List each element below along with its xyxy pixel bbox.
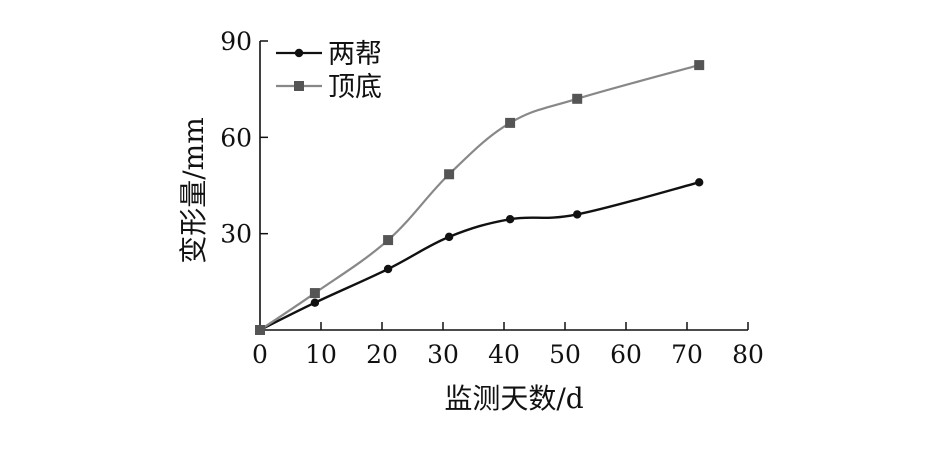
data-point [573,210,582,219]
y-tick-label: 60 [220,123,252,152]
x-tick-label: 70 [671,340,703,369]
x-tick-label: 50 [549,340,581,369]
series-line [259,64,700,331]
legend-marker [294,81,304,91]
data-point [310,298,320,307]
data-point [505,215,515,224]
axes: 0 10 20 30 40 50 60 70 80 30 60 90 [220,27,764,369]
data-point [383,235,394,246]
legend-item: 顶底 [276,72,382,103]
x-tick-label: 0 [252,340,268,369]
data-point [255,325,265,335]
data-point [444,232,454,242]
data-point [309,288,320,299]
x-tick-label: 20 [366,340,398,369]
data-point [383,264,393,274]
legend-item: 两帮 [276,39,382,70]
y-axis-title: 变形量/mm [177,117,210,264]
series-layer [255,60,705,335]
x-tick-label: 80 [732,340,764,369]
x-axis-title: 监测天数/d [444,382,583,415]
legend-label: 顶底 [328,72,382,103]
x-tick-label: 40 [488,340,520,369]
legend-label: 两帮 [328,39,382,70]
x-tick-label: 10 [305,340,337,369]
series-1 [255,178,704,335]
y-tick-label: 90 [220,27,252,56]
data-point [695,178,704,187]
x-ticks: 0 10 20 30 40 50 60 70 80 [252,322,764,369]
x-tick-label: 60 [610,340,642,369]
series-line [259,181,700,332]
data-point [572,93,583,104]
series-2 [255,60,705,335]
y-tick-label: 30 [220,220,252,249]
data-point [444,169,455,180]
data-point [694,60,705,71]
legend-marker [294,48,304,58]
data-point [505,117,516,128]
x-tick-label: 30 [427,340,459,369]
y-ticks: 30 60 90 [220,27,268,249]
